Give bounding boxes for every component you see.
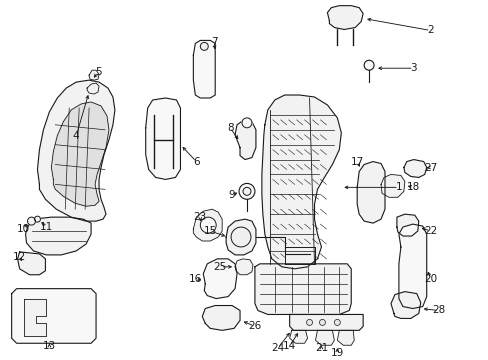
Polygon shape (18, 252, 45, 275)
Polygon shape (380, 175, 404, 197)
Polygon shape (254, 264, 350, 315)
Text: 22: 22 (423, 226, 436, 236)
Text: 4: 4 (73, 131, 80, 141)
Polygon shape (145, 98, 180, 179)
Circle shape (364, 60, 373, 70)
Polygon shape (398, 224, 426, 309)
Polygon shape (235, 259, 252, 275)
Polygon shape (403, 159, 426, 177)
Polygon shape (235, 120, 255, 159)
Polygon shape (262, 95, 341, 269)
Circle shape (242, 118, 251, 128)
Polygon shape (327, 6, 363, 30)
Polygon shape (289, 330, 307, 343)
Polygon shape (89, 70, 99, 80)
Polygon shape (193, 209, 222, 241)
Circle shape (200, 217, 216, 233)
Polygon shape (38, 80, 115, 221)
Polygon shape (23, 298, 46, 336)
Text: 2: 2 (427, 26, 433, 36)
Text: 12: 12 (13, 252, 26, 262)
Polygon shape (87, 83, 99, 94)
Text: 20: 20 (423, 274, 436, 284)
Circle shape (200, 42, 208, 50)
Polygon shape (51, 102, 109, 206)
Polygon shape (12, 289, 96, 343)
Circle shape (27, 217, 36, 225)
Circle shape (35, 216, 41, 222)
Text: 17: 17 (350, 157, 363, 167)
Polygon shape (390, 292, 420, 319)
Text: 1: 1 (395, 183, 402, 192)
Text: 18: 18 (407, 183, 420, 192)
Text: 14: 14 (283, 341, 296, 351)
Text: 28: 28 (431, 306, 445, 315)
Text: 6: 6 (193, 157, 199, 167)
Text: 19: 19 (330, 348, 343, 358)
Text: 27: 27 (423, 162, 436, 172)
Polygon shape (203, 259, 237, 298)
Text: 10: 10 (17, 224, 30, 234)
Polygon shape (315, 330, 334, 345)
Text: 25: 25 (213, 262, 226, 272)
Circle shape (243, 187, 250, 195)
Polygon shape (396, 214, 418, 236)
Text: 9: 9 (228, 190, 235, 200)
Text: 11: 11 (40, 222, 53, 232)
Text: 15: 15 (203, 226, 216, 236)
Text: 24: 24 (270, 343, 284, 353)
Text: 13: 13 (42, 341, 56, 351)
Polygon shape (225, 219, 255, 255)
Text: 5: 5 (95, 67, 101, 77)
Circle shape (239, 183, 254, 199)
Text: 21: 21 (314, 343, 327, 353)
Polygon shape (25, 217, 91, 255)
Polygon shape (193, 40, 215, 98)
Text: 26: 26 (248, 321, 261, 332)
Text: 3: 3 (409, 63, 416, 73)
Circle shape (306, 319, 312, 325)
Polygon shape (202, 306, 240, 330)
Circle shape (319, 319, 325, 325)
Text: 8: 8 (226, 123, 233, 133)
Text: 7: 7 (210, 37, 217, 48)
Polygon shape (289, 315, 363, 330)
Polygon shape (284, 247, 314, 264)
Text: 23: 23 (193, 212, 206, 222)
Circle shape (231, 227, 250, 247)
Polygon shape (356, 162, 384, 223)
Text: 16: 16 (188, 274, 202, 284)
Circle shape (334, 319, 340, 325)
Polygon shape (337, 330, 353, 345)
